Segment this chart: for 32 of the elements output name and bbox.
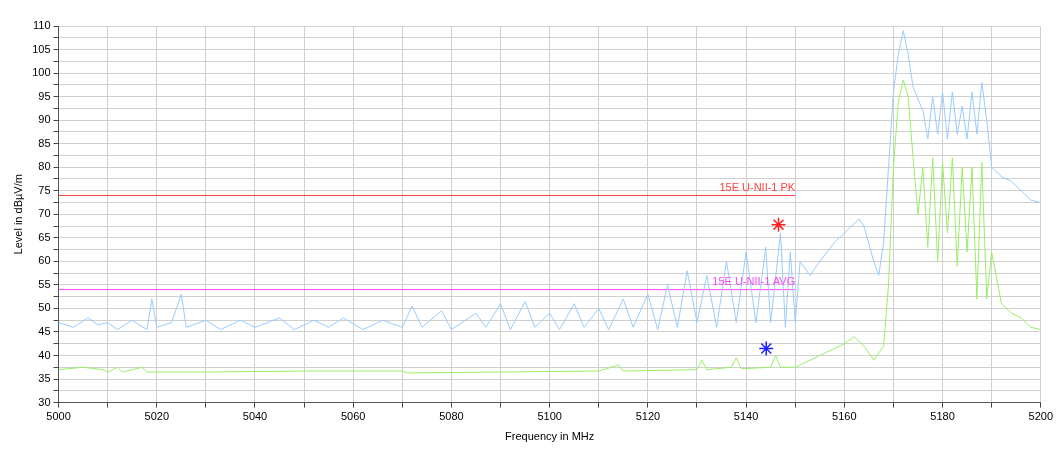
x-tick-label: 5060 — [340, 410, 366, 423]
x-tick-label: 5080 — [439, 410, 464, 423]
x-tick-label: 5100 — [537, 410, 562, 423]
y-tick-label: 90 — [38, 113, 51, 126]
y-tick-label: 60 — [38, 254, 51, 267]
y-axis-title: Level in dBµV/m — [11, 174, 24, 255]
annotation: 15E U-NII-1 PK — [719, 181, 796, 193]
y-tick-label: 30 — [38, 395, 51, 408]
y-tick-label: 70 — [38, 207, 51, 220]
y-tick-label: 105 — [32, 42, 51, 55]
x-tick-label: 5020 — [144, 410, 170, 423]
y-tick-label: 100 — [32, 66, 51, 79]
annotation: 15E U-NII-1 AVG — [712, 275, 796, 288]
y-tick-label: 75 — [38, 183, 51, 196]
x-tick-label: 5120 — [635, 410, 661, 423]
y-tick-label: 35 — [38, 372, 51, 385]
y-tick-label: 85 — [38, 136, 51, 149]
y-tick-label: 110 — [33, 19, 51, 32]
x-axis-title: Frequency in MHz — [505, 430, 595, 443]
y-tick-label: 50 — [38, 301, 51, 314]
x-tick-label: 5160 — [832, 410, 857, 423]
x-tick-label: 5200 — [1028, 410, 1054, 423]
y-tick-label: 95 — [38, 89, 51, 102]
y-tick-label: 40 — [38, 348, 51, 361]
x-tick-label: 5180 — [930, 410, 955, 423]
y-tick-label: 65 — [38, 230, 51, 243]
y-tick-label: 80 — [38, 160, 51, 173]
y-tick-label: 55 — [38, 277, 51, 290]
x-tick-label: 5140 — [733, 410, 759, 423]
y-tick-label: 45 — [38, 325, 51, 338]
x-tick-label: 5000 — [46, 410, 71, 423]
x-tick-label: 5040 — [242, 410, 268, 423]
